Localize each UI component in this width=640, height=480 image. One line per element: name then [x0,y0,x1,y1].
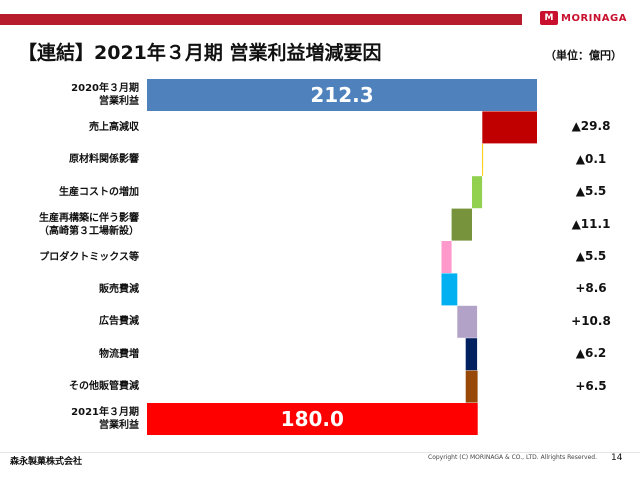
category-label: プロダクトミックス等 [39,251,139,263]
delta-bar [465,338,478,371]
company-name: 森永製菓株式会社 [10,457,83,467]
morinaga-logo-icon: M [540,11,558,25]
delta-value-label: ▲11.1 [571,216,611,231]
total-bar [147,403,478,435]
delta-value-label: +8.6 [575,281,607,296]
delta-value-label: ▲6.2 [575,346,607,361]
page-number: 14 [611,453,623,463]
delta-value-label: ▲5.5 [575,249,607,263]
category-label: 2021年３月期 営業利益 [71,407,139,431]
brand-logo: M MORINAGA [540,11,627,25]
header-accent-bar [0,14,522,25]
total-value-label: 212.3 [310,83,373,107]
category-label: 広告費減 [99,316,139,328]
delta-bar [465,370,478,403]
total-bar [147,79,537,111]
category-label: 2020年３月期 営業利益 [71,83,139,107]
delta-value-label: ▲29.8 [571,119,611,134]
category-label: その他販管費減 [69,381,139,393]
category-label: 売上高減収 [89,121,139,133]
delta-bar [441,241,452,273]
delta-bar [472,176,483,209]
category-label: 生産再構築に伴う影響 （高崎第３工場新設） [39,212,139,237]
delta-value-label: ▲0.1 [575,151,607,166]
unit-label: （単位：億円） [545,49,622,62]
footer-divider [0,452,640,453]
delta-bar [451,208,472,241]
category-label: 生産コストの増加 [59,186,139,198]
delta-value-label: ▲5.5 [575,184,607,199]
copyright-text: Copyright (C) MORINAGA & CO., LTD. Allri… [428,454,597,461]
category-label: 物流費増 [99,348,139,360]
delta-value-label: +6.5 [575,378,607,393]
logo-text: MORINAGA [561,12,627,24]
total-value-label: 180.0 [281,407,344,431]
delta-bar [482,143,484,176]
delta-bar [441,273,458,306]
delta-bar [482,111,537,144]
delta-bar [457,305,478,338]
delta-value-label: +10.8 [571,313,611,328]
category-label: 販売費減 [99,283,139,295]
category-label: 原材料関係影響 [69,154,139,166]
slide-title: 【連結】2021年３月期 営業利益増減要因 [18,42,382,64]
